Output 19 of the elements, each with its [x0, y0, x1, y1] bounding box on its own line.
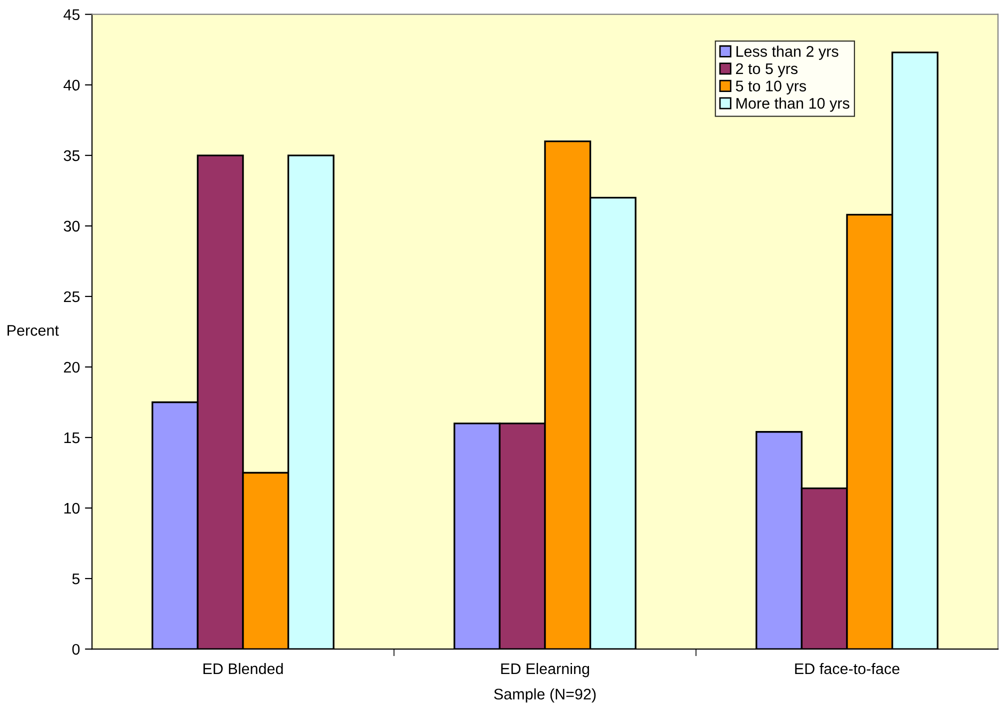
x-tick-label: ED Elearning [501, 662, 590, 678]
y-tick-label: 15 [64, 432, 80, 444]
legend-label: 5 to 10 yrs [736, 80, 806, 94]
legend-label: 2 to 5 yrs [736, 63, 798, 78]
y-axis-title: Percent [8, 325, 59, 336]
y-tick-label: 45 [64, 9, 80, 20]
x-tick-label: ED face-to-face [795, 662, 900, 674]
x-axis-title: Sample (N=92) [494, 688, 596, 703]
y-tick-label: 25 [64, 291, 80, 302]
y-tick-label: 30 [64, 220, 80, 232]
legend-label: More than 10 yrs [736, 98, 850, 112]
y-tick-label: 0 [72, 644, 80, 655]
legend-label: Less than 2 yrs [736, 46, 838, 60]
y-tick-label: 10 [64, 502, 80, 514]
y-tick-label: 40 [64, 80, 80, 91]
y-tick-label: 35 [64, 150, 80, 162]
y-tick-label: 20 [64, 362, 80, 373]
x-tick-label: ED Blended [203, 662, 283, 674]
y-tick-label: 5 [72, 574, 80, 584]
